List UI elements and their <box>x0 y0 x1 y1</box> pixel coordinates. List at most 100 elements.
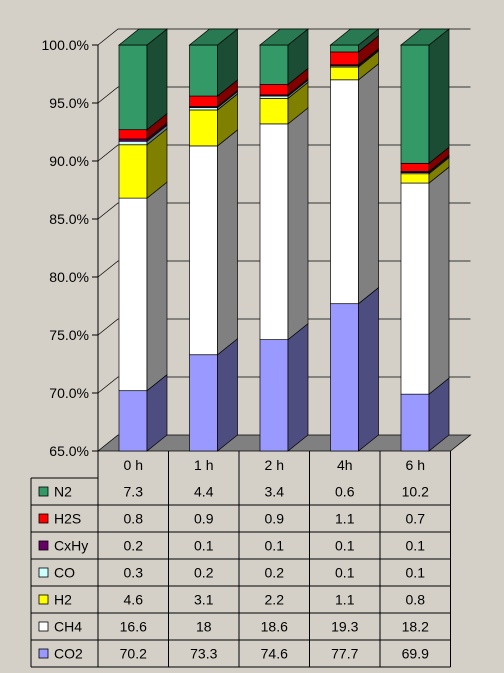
y-tick-label: 95.0% <box>49 95 89 111</box>
bar-n2-2-h-front <box>259 44 289 85</box>
legend-label-h2s: H2S <box>54 511 81 527</box>
data-label-co2-1-h: 73.3 <box>190 646 217 662</box>
bar-h2-1-h <box>189 93 238 147</box>
bar-h2s-6-h-front <box>400 162 430 172</box>
bar-co2-4h <box>330 286 379 452</box>
data-label-co2-2-h: 74.6 <box>261 646 288 662</box>
bar-top-6-h <box>400 28 450 46</box>
bar-n2-6-h-front <box>400 44 430 164</box>
data-label-n2-6-h: 10.2 <box>402 484 429 500</box>
bar-co2-2-h-side <box>287 322 309 452</box>
legend-label-cxhy: CxHy <box>54 538 88 554</box>
bar-h2s-0-h-front <box>118 129 148 140</box>
data-label-h2s-4h: 1.1 <box>335 511 355 527</box>
bar-co2-2-h <box>259 322 309 452</box>
data-label-cxhy-4h: 0.1 <box>335 538 355 554</box>
y-tick-label: 65.0% <box>49 443 89 459</box>
bar-co2-0-h <box>118 373 168 452</box>
legend-key-co <box>38 567 49 578</box>
y-tick-label: 90.0% <box>49 153 89 169</box>
data-label-h2-1-h: 3.1 <box>194 592 214 608</box>
bar-co2-6-h-front <box>400 393 430 452</box>
data-label-h2s-1-h: 0.9 <box>194 511 214 527</box>
bar-n2-0-h-front <box>118 44 148 131</box>
bar-h2-6-h-front <box>400 173 430 184</box>
legend-label-co2: CO2 <box>54 646 83 662</box>
bar-top-4h <box>329 28 380 46</box>
bar-ch4-1-h <box>189 129 238 356</box>
y-tick-label: 100.0% <box>42 37 89 53</box>
bar-co2-1-h-side <box>217 337 238 452</box>
data-label-co2-0-h: 70.2 <box>120 646 147 662</box>
bar-h2-4h-front <box>330 66 359 81</box>
x-category-label: 0 h <box>124 457 143 473</box>
data-label-h2s-6-h: 0.7 <box>406 511 426 527</box>
y-tick-label: 80.0% <box>49 269 89 285</box>
data-label-co2-4h: 77.7 <box>331 646 358 662</box>
bar-ch4-6-h <box>400 166 450 395</box>
data-label-n2-0-h: 7.3 <box>124 484 144 500</box>
data-label-h2-0-h: 4.6 <box>124 592 144 608</box>
bar-top-1-h <box>188 28 239 46</box>
legend-key-h2 <box>38 594 49 605</box>
bar-co2-1-h-front <box>189 354 218 452</box>
bar-ch4-6-h-front <box>400 182 430 395</box>
bar-ch4-0-h-front <box>118 197 148 392</box>
bar-ch4-1-h-side <box>217 129 238 356</box>
bar-ch4-4h-side <box>358 63 379 305</box>
bar-co-0-h-front <box>118 140 148 146</box>
data-label-ch4-4h: 19.3 <box>331 619 358 635</box>
data-label-co-2-h: 0.2 <box>265 565 285 581</box>
bar-ch4-2-h-front <box>259 123 289 340</box>
bar-co2-4h-front <box>330 303 359 452</box>
y-tick-label: 85.0% <box>49 211 89 227</box>
legend-label-ch4: CH4 <box>54 619 82 635</box>
data-label-co-0-h: 0.3 <box>124 565 144 581</box>
y-tick-label: 75.0% <box>49 327 89 343</box>
bar-ch4-2-h-side <box>287 107 309 341</box>
data-label-ch4-2-h: 18.6 <box>261 619 288 635</box>
data-label-h2-2-h: 2.2 <box>265 592 285 608</box>
bar-h2s-1-h-front <box>189 95 218 107</box>
data-label-h2s-0-h: 0.8 <box>124 511 144 527</box>
bar-h2s-4h-front <box>330 51 359 66</box>
data-label-co-4h: 0.1 <box>335 565 355 581</box>
bar-ch4-1-h-front <box>189 145 218 356</box>
data-label-co-1-h: 0.2 <box>194 565 214 581</box>
bar-ch4-4h <box>330 63 379 305</box>
data-label-co2-6-h: 69.9 <box>402 646 429 662</box>
legend-key-h2s <box>38 513 49 524</box>
data-label-n2-2-h: 3.4 <box>265 484 285 500</box>
legend-label-co: CO <box>54 565 75 581</box>
data-label-co-6-h: 0.1 <box>406 565 426 581</box>
legend-key-co2 <box>38 648 49 659</box>
bar-ch4-0-h <box>118 181 168 392</box>
data-label-h2-4h: 1.1 <box>335 592 355 608</box>
bar-co2-0-h-front <box>118 390 148 452</box>
y-tick-label: 70.0% <box>49 385 89 401</box>
bar-ch4-4h-front <box>330 79 359 305</box>
bar-h2-0-h-front <box>118 144 148 199</box>
data-label-ch4-0-h: 16.6 <box>120 619 147 635</box>
data-label-cxhy-0-h: 0.2 <box>124 538 144 554</box>
legend-key-n2 <box>38 486 49 497</box>
bar-n2-0-h-side <box>146 28 168 131</box>
bar-h2s-2-h-front <box>259 84 289 96</box>
data-label-h2s-2-h: 0.9 <box>265 511 285 527</box>
bar-ch4-2-h <box>259 107 309 341</box>
legend-key-ch4 <box>38 621 49 632</box>
data-label-h2-6-h: 0.8 <box>406 592 426 608</box>
bar-ch4-0-h-side <box>146 181 168 392</box>
bar-h2-2-h-front <box>259 98 289 125</box>
bar-h2-0-h <box>118 128 168 199</box>
x-category-label: 4h <box>337 457 353 473</box>
data-label-n2-1-h: 4.4 <box>194 484 214 500</box>
x-category-label: 1 h <box>194 457 213 473</box>
bar-co2-4h-side <box>358 286 379 452</box>
data-label-cxhy-1-h: 0.1 <box>194 538 214 554</box>
x-category-label: 6 h <box>406 457 425 473</box>
bar-n2-4h <box>330 28 379 53</box>
bar-h2-4h <box>330 50 379 81</box>
bar-co2-6-h <box>400 377 450 452</box>
